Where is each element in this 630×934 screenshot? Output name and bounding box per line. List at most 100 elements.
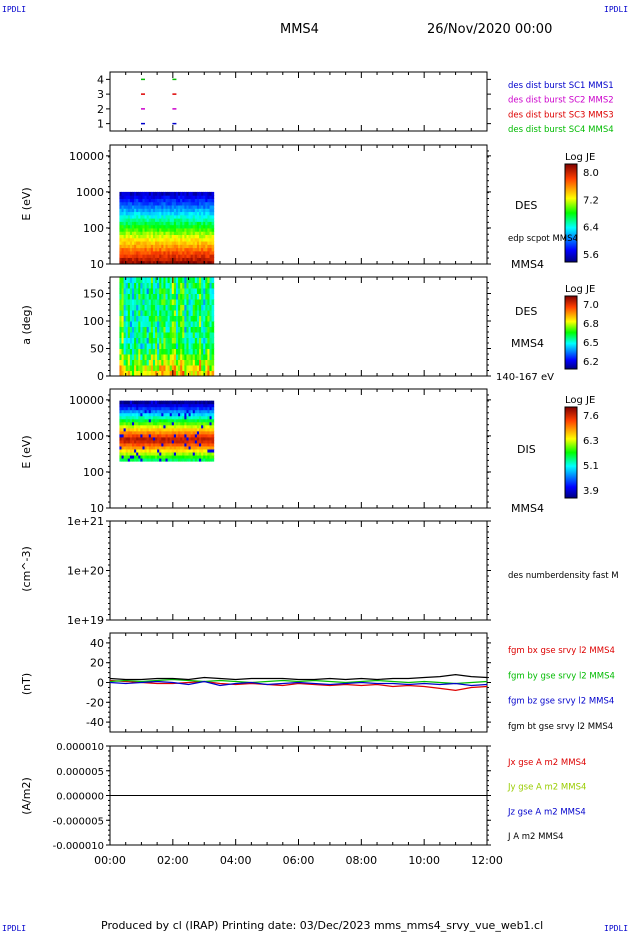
des-energy-heat-cell (136, 208, 139, 213)
des-pitch-heat-cell (199, 321, 202, 327)
des-pitch-heat-cell (184, 326, 187, 333)
des-energy-heat-cell (209, 231, 213, 236)
des-energy-heat-cell (169, 201, 173, 206)
des-energy-heat-cell (182, 208, 185, 213)
des-energy-heat-cell (207, 221, 210, 226)
des-pitch-heat-cell (146, 315, 150, 322)
dis-energy-heat-cell (171, 412, 175, 417)
des-energy-heat-cell (184, 224, 187, 229)
des-pitch-heat-cell (157, 370, 160, 377)
des-pitch-heat-cell (182, 293, 185, 300)
dis-energy-heat-cell (169, 452, 173, 456)
des-energy-heat-cell (186, 237, 190, 242)
des-pitch-heat-cell (186, 304, 190, 311)
des-energy-heat-cell (182, 211, 185, 216)
dis-energy-heat-cell (165, 433, 169, 438)
des-pitch-heat-cell (155, 370, 158, 377)
des-pitch-heat-cell (163, 310, 167, 316)
des-pitch-heat-cell (138, 315, 141, 322)
des-pitch-heat-cell (136, 365, 139, 371)
des-energy-heat-cell (125, 224, 129, 229)
dis-energy-y-tick-label: 10 (90, 502, 104, 515)
dis-energy-heat-cell (142, 427, 146, 432)
des-energy-heat-cell (148, 208, 152, 213)
dis-energy-heat-cell (175, 445, 179, 450)
dis-energy-heat-cell (125, 403, 129, 408)
density-ylabel: (cm^-3) (20, 546, 33, 592)
des-pitch-heat-cell (125, 299, 129, 305)
dis-energy-heat-cell (203, 418, 206, 423)
dis-energy-heat-cell (209, 433, 213, 438)
des-energy-heat-cell (190, 231, 194, 236)
des-energy-heat-cell (119, 241, 123, 245)
des-energy-heat-cell (121, 214, 125, 219)
des-pitch-heat-cell (140, 337, 143, 344)
dis-energy-heat-cell (199, 424, 202, 429)
des-pitch-heat-cell (171, 359, 175, 366)
des-energy-heat-cell (144, 221, 148, 226)
dis-energy-heat-cell (201, 406, 204, 411)
des-energy-heat-cell (203, 221, 206, 226)
des-pitch-heat-cell (184, 277, 187, 283)
dis-energy-heat-cell (119, 433, 123, 438)
dis-energy-heat-cell (123, 433, 127, 438)
des-pitch-heat-cell (165, 354, 169, 360)
des-energy-heat-cell (140, 221, 143, 226)
des-energy-heat-cell (163, 191, 167, 196)
dis-energy-heat-cell (182, 433, 185, 438)
des-energy-heat-cell (134, 234, 137, 239)
dis-energy-heat-cell (148, 424, 152, 429)
dis-energy-heat-cell (123, 452, 127, 456)
des-pitch-heat-cell (192, 277, 196, 283)
des-energy-heat-cell (203, 254, 206, 258)
dis-energy-heat-cell (180, 445, 183, 450)
dis-energy-heat-cell (203, 424, 206, 429)
des-pitch-heat-cell (136, 343, 139, 349)
dis-energy-heat-cell (199, 427, 202, 432)
dis-energy-heat-cell (127, 406, 131, 411)
des-pitch-heat-cell (199, 299, 202, 305)
des-pitch-heat-cell (134, 304, 137, 311)
des-energy-heat-cell (144, 211, 148, 216)
dis-energy-heat-cell (144, 449, 148, 453)
des-pitch-heat-cell (188, 282, 192, 289)
des-energy-heat-cell (190, 195, 194, 199)
dis-energy-heat-cell (159, 436, 162, 441)
des-energy-heat-cell (199, 244, 202, 249)
des-energy-heat-cell (142, 247, 146, 252)
dis-energy-heat-cell (119, 430, 123, 435)
des-pitch-heat-cell (173, 293, 177, 300)
des-pitch-heat-cell (134, 321, 137, 327)
des-pitch-heat-cell (194, 332, 198, 338)
des-pitch-heat-cell (134, 315, 137, 322)
dis-energy-heat-cell (131, 445, 135, 450)
dis-energy-heat-cell (180, 458, 183, 462)
fgm-y-tick-label: 40 (90, 637, 104, 650)
dis-energy-heat-cell (173, 433, 177, 438)
des-pitch-heat-cell (136, 370, 139, 377)
des-energy-heat-cell (131, 205, 135, 209)
dis-energy-heat-cell (167, 415, 171, 420)
dis-energy-heat-cell (134, 427, 137, 432)
des-energy-heat-cell (188, 191, 192, 196)
des-pitch-heat-cell (184, 288, 187, 294)
des-energy-heat-cell (175, 254, 179, 258)
des-energy-heat-cell (127, 254, 131, 258)
dis-energy-heat-cell (148, 458, 152, 462)
des-energy-heat-cell (192, 241, 196, 245)
des-pitch-heat-cell (186, 321, 190, 327)
dis-energy-heat-cell (192, 403, 196, 408)
dis-energy-heat-cell (167, 424, 171, 429)
des-pitch-heat-cell (134, 365, 137, 371)
des-pitch-heat-cell (159, 370, 162, 377)
dis-energy-heat-cell (152, 430, 156, 435)
des-pitch-heat-cell (178, 365, 181, 371)
dis-energy-heat-cell (144, 403, 148, 408)
des-energy-heat-cell (127, 247, 131, 252)
des-energy-heat-cell (194, 211, 198, 216)
dis-energy-heat-cell (127, 452, 131, 456)
dis-energy-heat-cell (184, 433, 187, 438)
des-pitch-heat-cell (165, 277, 169, 283)
des-pitch-heat-cell (167, 348, 171, 355)
des-pitch-heat-cell (188, 370, 192, 377)
